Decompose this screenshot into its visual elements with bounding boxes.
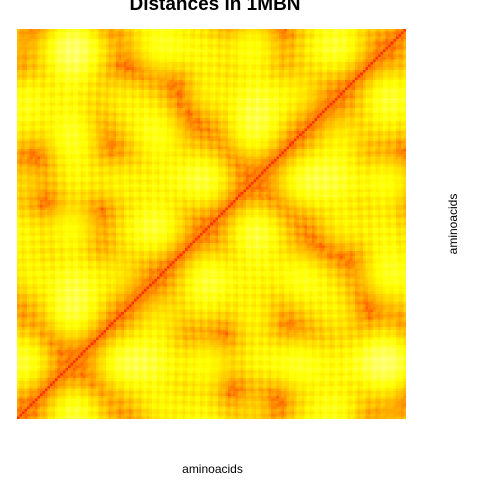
chart-title: Distances in 1MBN	[129, 0, 301, 15]
y-axis-label: aminoacids	[446, 193, 460, 255]
x-axis-label: aminoacids	[182, 462, 243, 476]
plot-area	[17, 29, 406, 419]
distance-heatmap	[17, 29, 406, 419]
